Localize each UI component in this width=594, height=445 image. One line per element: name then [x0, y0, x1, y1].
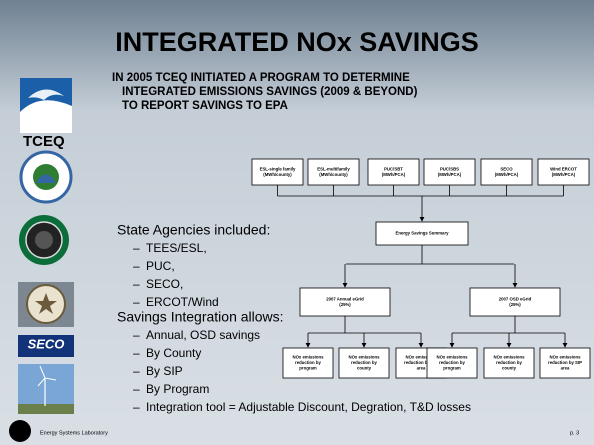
node-label: county: [357, 366, 372, 371]
page-number: p. 3: [570, 430, 579, 436]
node-label: Energy Savings Summary: [395, 231, 449, 236]
node-label: NOx emissions: [292, 355, 324, 360]
dash: –: [133, 241, 140, 255]
epa-logo: [21, 152, 71, 202]
list-heading: State Agencies included:: [117, 222, 270, 238]
list-item: PUC,: [146, 259, 175, 273]
node-label: (25%): [339, 302, 351, 307]
dash: –: [133, 364, 140, 378]
wind-photo: [18, 364, 74, 414]
node-label: (MWh/PCA): [382, 172, 406, 177]
list-item: By SIP: [146, 364, 183, 378]
list-item: Integration tool = Adjustable Discount, …: [146, 400, 471, 414]
node-label: 2007 OSD eGrid: [499, 296, 532, 301]
node-label: reduction by SIP: [548, 360, 582, 365]
node-label: (MWh/PCA): [495, 172, 519, 177]
node-label: (MWh/PCA): [552, 172, 576, 177]
list-item: ERCOT/Wind: [146, 295, 219, 309]
node-label: NOx emissions: [549, 355, 581, 360]
node-label: PUC/SBS: [440, 166, 459, 171]
node-label: area: [417, 366, 426, 371]
node-label: NOx emissions: [493, 355, 525, 360]
slide-title: INTEGRATED NOx SAVINGS: [115, 27, 479, 57]
node-label: ESL-multifamily: [317, 166, 350, 171]
seco-text: SECO: [28, 336, 65, 351]
texas-seal-logo: [18, 282, 74, 327]
node-label: (MWh/PCA): [438, 172, 462, 177]
node-label: reduction by: [439, 360, 465, 365]
dash: –: [133, 346, 140, 360]
node-label: PUC/SBT: [384, 166, 403, 171]
node-label: NOx emissions: [436, 355, 468, 360]
node-label: 2007 Annual eGrid: [326, 296, 364, 301]
list-item: Annual, OSD savings: [146, 328, 260, 342]
dash: –: [133, 400, 140, 414]
seal-logo: [19, 215, 69, 265]
node-label: program: [299, 366, 317, 371]
list-item: By County: [146, 346, 201, 360]
node-label: county: [502, 366, 517, 371]
node-label: NOx emissions: [348, 355, 380, 360]
dash: –: [133, 277, 140, 291]
node-label: (MWh/county): [263, 172, 292, 177]
node-label: reduction by: [351, 360, 377, 365]
node-label: (25%): [509, 302, 521, 307]
node-label: program: [443, 366, 461, 371]
seco-logo: SECO: [18, 335, 74, 357]
list-item: TEES/ESL,: [146, 241, 207, 255]
slide: INTEGRATED NOx SAVINGS TCEQ SECO IN 2005…: [0, 0, 594, 445]
list-item: SECO,: [146, 277, 183, 291]
node-label: SECO: [500, 166, 513, 171]
node-label: ESL-single family: [260, 166, 296, 171]
list-item: By Program: [146, 382, 209, 396]
intro-line: IN 2005 TCEQ INITIATED A PROGRAM TO DETE…: [112, 72, 410, 84]
footer-logo: [9, 420, 31, 442]
intro-line: INTEGRATED EMISSIONS SAVINGS (2009 & BEY…: [122, 86, 418, 98]
intro-line: TO REPORT SAVINGS TO EPA: [122, 100, 288, 112]
node-label: area: [561, 366, 570, 371]
dash: –: [133, 328, 140, 342]
node-label: (MWh/county): [319, 172, 348, 177]
dash: –: [133, 295, 140, 309]
node-label: Wind ERCOT: [550, 166, 577, 171]
dash: –: [133, 382, 140, 396]
footer-lab: Energy Systems Laboratory: [40, 430, 108, 436]
node-label: reduction by: [496, 360, 522, 365]
tceq-logo: TCEQ: [20, 78, 72, 150]
list-heading: Savings Integration allows:: [117, 309, 284, 325]
dash: –: [133, 259, 140, 273]
tceq-text: TCEQ: [23, 133, 65, 150]
node-label: reduction by: [295, 360, 321, 365]
